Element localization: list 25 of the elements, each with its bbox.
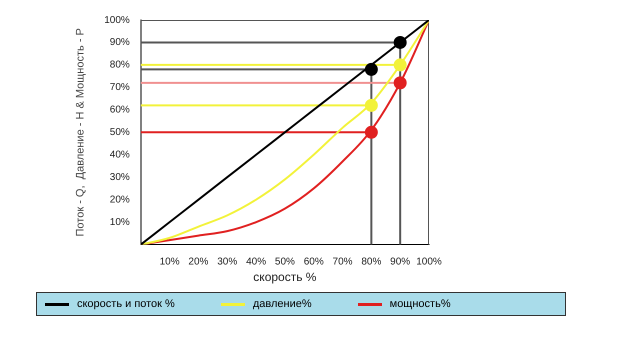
- legend-label: мощность%: [390, 298, 451, 310]
- x-tick-label: 40%: [246, 256, 266, 268]
- y-tick-label: 50%: [110, 127, 130, 138]
- x-tick-label: 10%: [160, 256, 180, 268]
- x-tick-label: 70%: [332, 256, 353, 268]
- y-tick-label: 30%: [110, 172, 130, 183]
- x-tick-label: 50%: [274, 256, 296, 268]
- y-tick-label: 90%: [110, 37, 130, 48]
- y-tick-label: 10%: [110, 216, 130, 228]
- x-axis-title: скорость %: [253, 270, 317, 284]
- y-tick-label: 70%: [110, 82, 130, 94]
- x-tick-label: 90%: [390, 256, 410, 268]
- y-tick-label: 60%: [110, 104, 130, 116]
- x-tick-label: 30%: [217, 256, 238, 268]
- x-tick-label: 80%: [361, 256, 382, 268]
- y-tick-label: 80%: [110, 60, 130, 71]
- y-tick-label: 100%: [104, 14, 130, 26]
- legend-label: скорость и поток %: [77, 298, 175, 310]
- x-tick-label: 60%: [304, 256, 324, 268]
- legend-label: давление%: [252, 298, 312, 310]
- y-tick-label: 20%: [110, 194, 130, 206]
- x-tick-label: 100%: [416, 256, 442, 268]
- y-axis-title: Поток - Q, Давление - H & Мощность - P: [74, 28, 87, 236]
- y-tick-label: 40%: [110, 150, 130, 161]
- x-tick-label: 20%: [188, 256, 209, 268]
